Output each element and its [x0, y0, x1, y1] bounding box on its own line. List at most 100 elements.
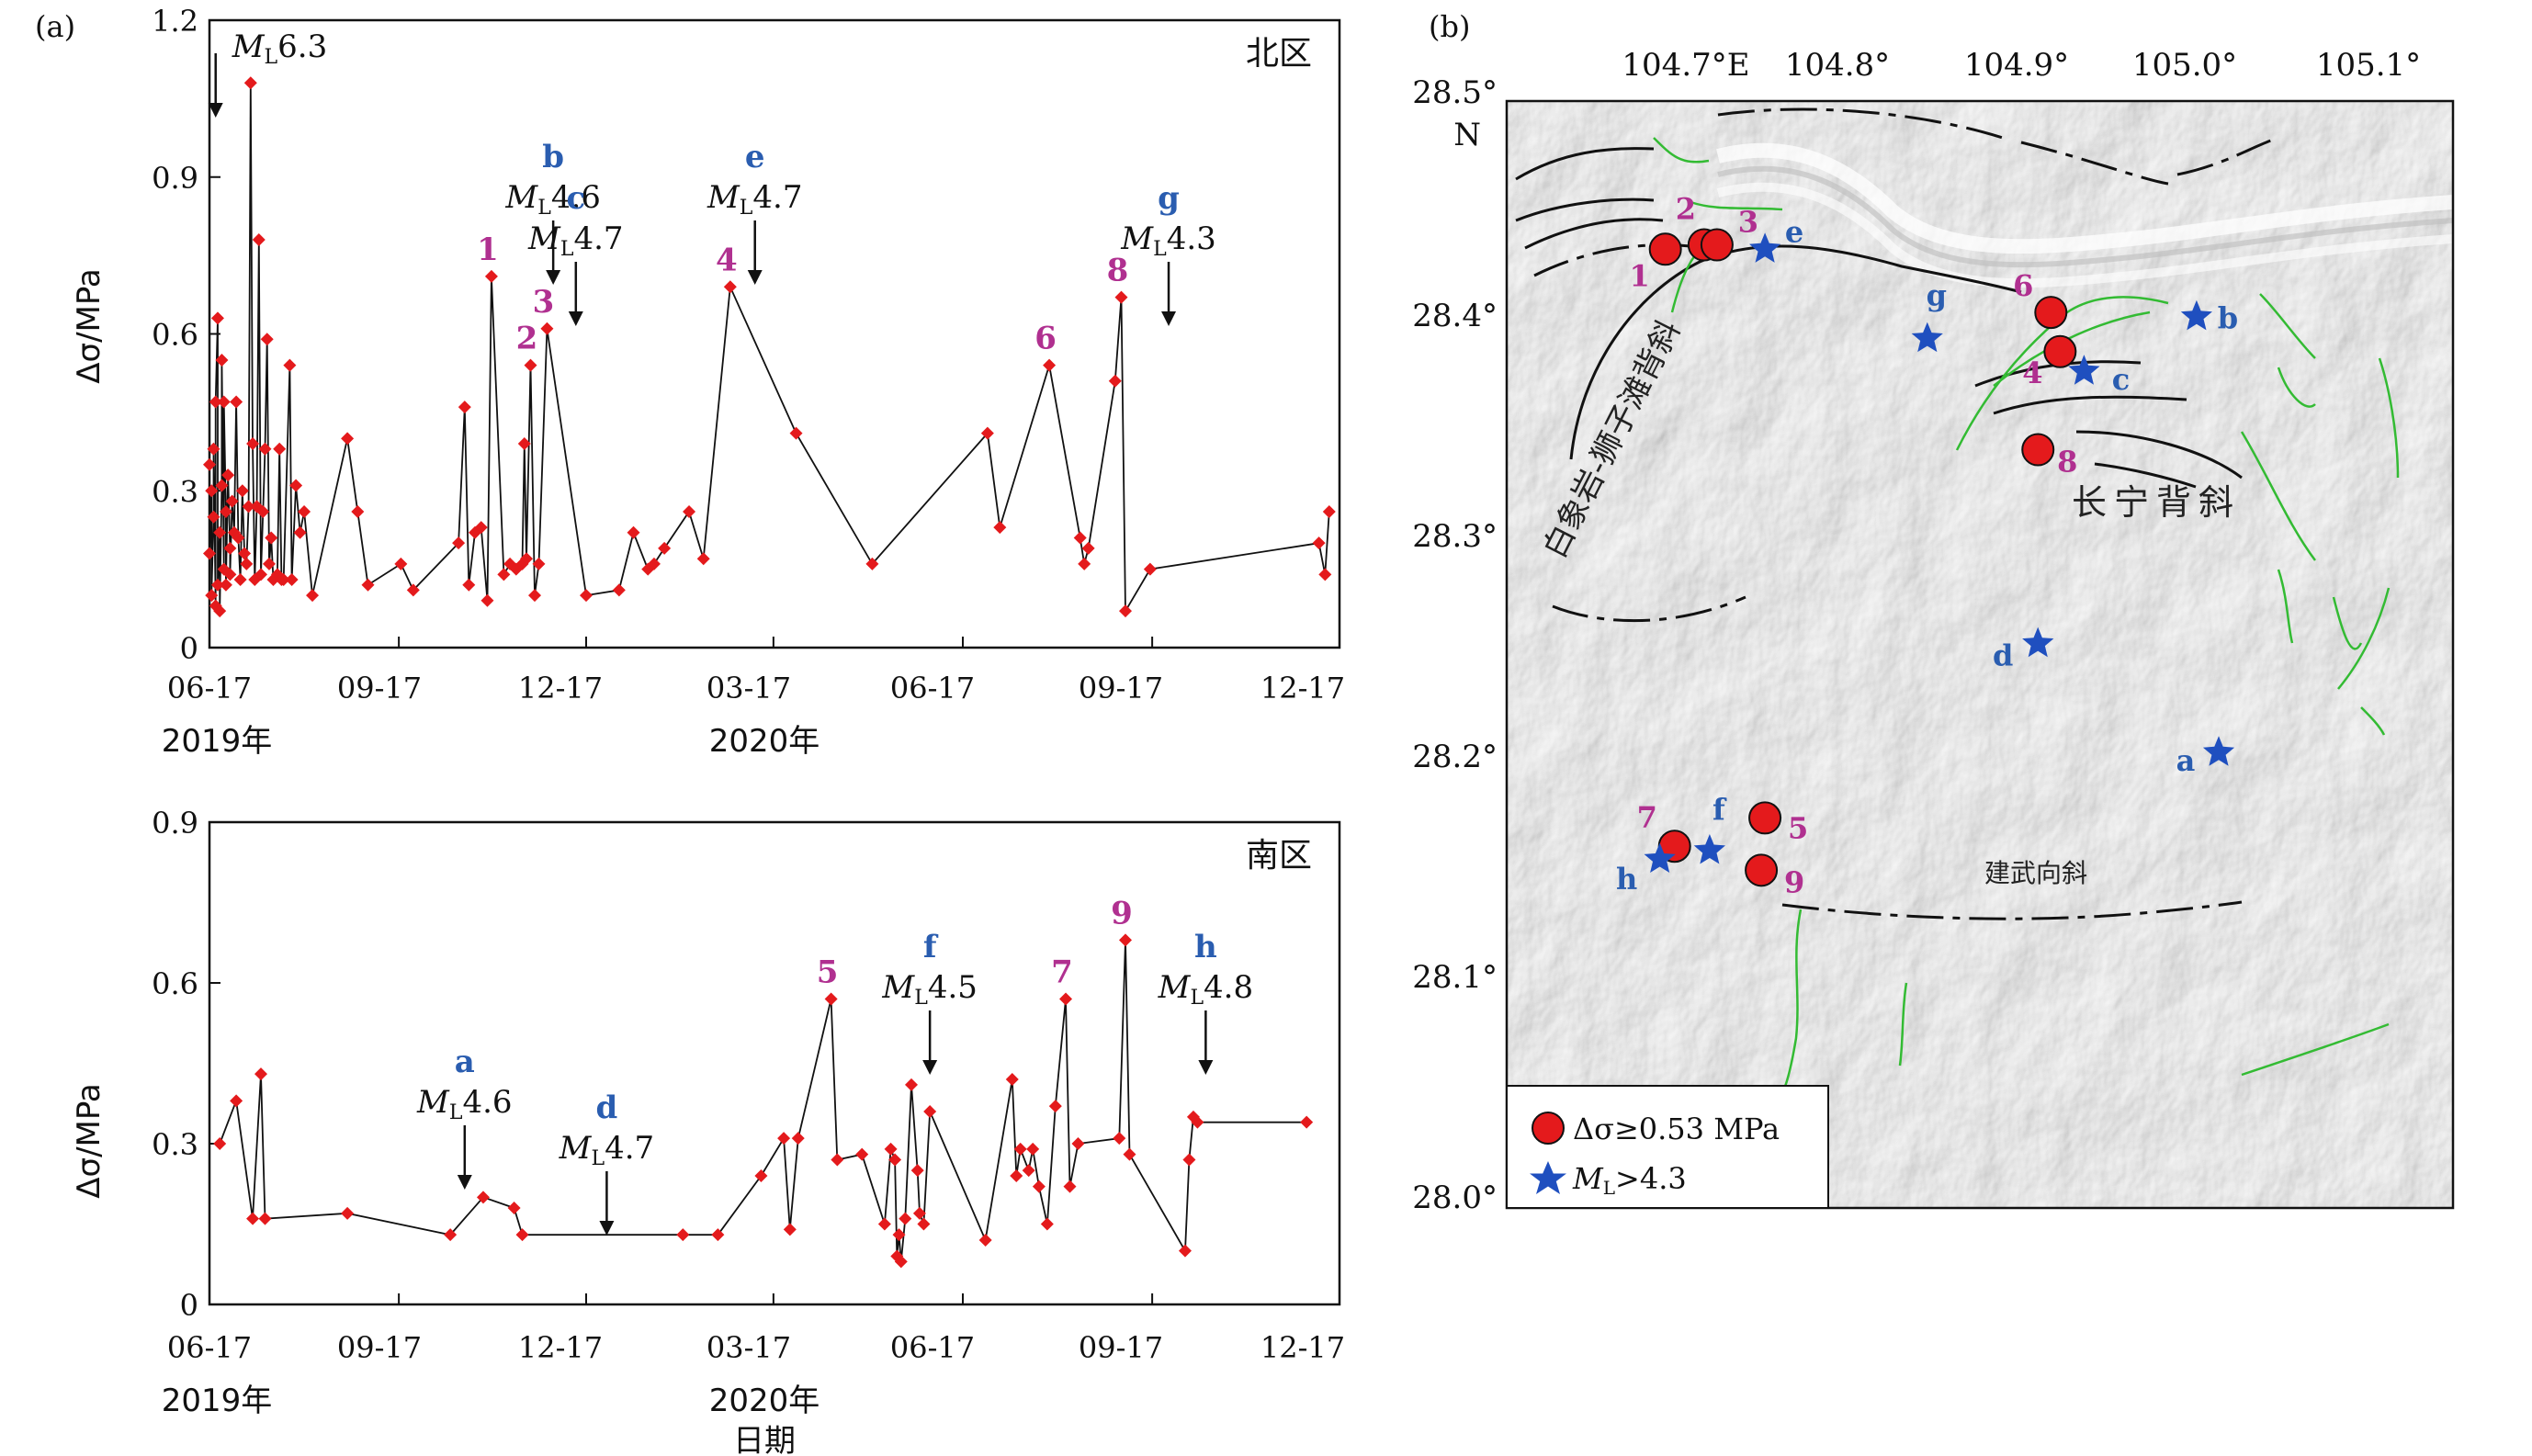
top-data-point — [1078, 557, 1091, 570]
lon-label-1048: 104.8° — [1785, 47, 1890, 84]
top-series-line — [209, 83, 1330, 615]
top-data-point — [517, 437, 531, 451]
bottom-data-point — [1013, 1142, 1027, 1156]
top-data-point — [306, 589, 320, 603]
bottom-data-point — [824, 992, 838, 1006]
top-data-point — [205, 589, 219, 603]
top-xtick-6: 09-17 — [1079, 671, 1163, 705]
legend-star-label: ML>4.3 — [1572, 1161, 1687, 1199]
fold-axis-4 — [1515, 147, 1655, 181]
top-data-point — [658, 541, 672, 555]
map-circle-label-7: 7 — [1637, 800, 1657, 835]
top-year-2020: 2020年 — [709, 723, 820, 760]
bottom-data-point — [213, 1137, 227, 1150]
ridge-band-north-2 — [1717, 165, 2453, 268]
map-lon-labels: 104.7°E 104.8° 104.9° 105.0° 105.1° — [1622, 47, 2421, 84]
top-data-point — [235, 484, 249, 498]
top-data-point — [203, 457, 216, 471]
top-ytick-label: 0.6 — [152, 318, 198, 353]
top-ml-text-g: ML4.3 — [1120, 220, 1216, 261]
bottom-data-point — [899, 1212, 912, 1225]
top-data-point — [406, 583, 420, 597]
top-xtick-3: 12-17 — [518, 671, 603, 705]
map-circle-8 — [2021, 433, 2055, 467]
bottom-ml-text-h: ML4.8 — [1158, 969, 1254, 1010]
top-data-point — [283, 358, 297, 372]
fault-2 — [1690, 200, 1783, 211]
top-plot-frame — [208, 18, 1341, 649]
bottom-xtick-3: 12-17 — [518, 1330, 603, 1365]
fault-14 — [1780, 909, 1803, 1094]
top-data-point — [789, 426, 803, 440]
top-data-point — [219, 578, 232, 592]
top-data-point — [341, 432, 355, 446]
top-data-point — [993, 521, 1007, 535]
ridge-band-north — [1716, 142, 2453, 254]
fault-7 — [2277, 367, 2316, 408]
legend-box — [1506, 1085, 1829, 1209]
bottom-ytick-label: 0 — [180, 1288, 198, 1323]
fault-11 — [2259, 293, 2316, 359]
top-event-letter-c: c — [566, 180, 585, 217]
top-data-point — [527, 589, 541, 603]
map-star-c — [2068, 355, 2100, 385]
bottom-point-label-5: 5 — [817, 954, 839, 991]
bottom-point-label-7: 7 — [1051, 954, 1073, 991]
top-data-point — [683, 505, 696, 519]
bottom-data-point — [711, 1228, 725, 1242]
map-star-label-g: g — [1927, 278, 1947, 313]
top-data-point — [361, 578, 375, 592]
top-xtick-7: 12-17 — [1260, 671, 1345, 705]
map-circle-label-2: 2 — [1676, 192, 1696, 227]
fault-9 — [2332, 596, 2363, 650]
map-circle-1 — [1648, 232, 1682, 266]
bottom-event-letter-f: f — [923, 929, 939, 965]
fold-axis-jianwu — [1781, 900, 2243, 920]
lat-label-281: 28.1° — [1412, 959, 1498, 996]
top-event-letter-e: e — [745, 139, 765, 175]
top-data-point — [696, 552, 710, 566]
top-data-point — [242, 500, 255, 514]
fold-axis-changning-1 — [1974, 360, 2142, 388]
map-circle-5 — [1748, 801, 1782, 835]
top-data-point — [258, 442, 272, 456]
anticline-changning-label: 长宁背斜 — [2072, 482, 2241, 523]
top-arrowhead-ml63 — [208, 103, 223, 118]
bottom-ml-text-a: ML4.6 — [416, 1084, 513, 1124]
lat-label-282: 28.2° — [1412, 739, 1498, 775]
map-circle-label-5: 5 — [1788, 810, 1808, 845]
bottom-ytick-label: 0.9 — [152, 806, 198, 841]
legend-circle-label: Δσ≥0.53 MPa — [1573, 1112, 1780, 1146]
bottom-event-letter-a: a — [455, 1044, 475, 1080]
map-markers: 12 3 4 6 8 5 7 9 e g c b d a f h — [1616, 192, 2238, 900]
top-year-2019: 2019年 — [162, 723, 273, 760]
bottom-chart: 0 0.3 0.6 0.9 南区 5 7 9 ML4.6 a ML4.7 d ML4.5 f ML4.8 h — [152, 806, 1341, 1323]
bottom-data-point — [1040, 1217, 1054, 1231]
map-star-label-a: a — [2176, 743, 2196, 778]
top-arrowhead-g — [1161, 311, 1177, 326]
top-point-label-4: 4 — [716, 242, 738, 278]
top-data-point — [289, 479, 303, 492]
top-data-point — [254, 568, 268, 581]
top-data-point — [484, 269, 498, 283]
fault-8 — [2378, 357, 2400, 479]
top-region-label: 北区 — [1246, 35, 1312, 73]
map-star-label-c: c — [2112, 362, 2130, 397]
top-data-point — [452, 536, 466, 550]
panel-b-letter: (b) — [1429, 9, 1470, 44]
top-data-point — [221, 468, 235, 482]
bottom-data-point — [783, 1223, 797, 1236]
bottom-event-letter-h: h — [1194, 929, 1217, 965]
top-data-point — [215, 353, 229, 367]
bottom-point-label-9: 9 — [1111, 895, 1133, 931]
top-data-point — [213, 604, 227, 618]
fold-axis-5 — [1515, 198, 1655, 222]
bottom-data-point — [855, 1147, 869, 1161]
map-circle-label-8: 8 — [2057, 445, 2077, 480]
bottom-data-point — [1032, 1179, 1046, 1193]
top-data-point — [262, 557, 276, 570]
fault-12 — [2277, 569, 2294, 644]
bottom-data-point — [1300, 1115, 1314, 1129]
top-data-point — [252, 233, 266, 247]
